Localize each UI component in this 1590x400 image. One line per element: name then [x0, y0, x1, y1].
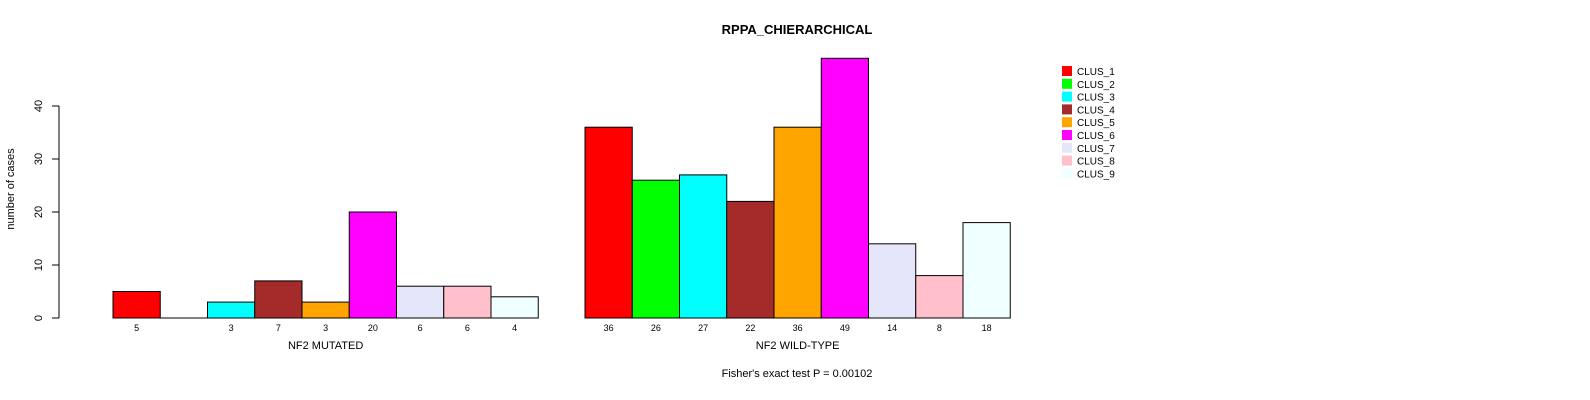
footnote: Fisher's exact test P = 0.00102	[722, 368, 873, 380]
bar-2-clus-5	[773, 126, 822, 319]
bar-1-clus-6	[348, 211, 397, 319]
legend-swatch-clus-8	[1062, 155, 1072, 166]
legend-label: CLUS_9	[1077, 169, 1115, 180]
bar-2-clus-6	[820, 57, 869, 319]
group-label: NF2 MUTATED	[288, 340, 363, 352]
count-label: 18	[982, 323, 992, 333]
group-labels: NF2 MUTATED NF2 WILD-TYPE	[288, 340, 840, 352]
bars	[112, 57, 1011, 319]
legend-swatch-clus-2	[1062, 78, 1072, 89]
legend-swatch-clus-3	[1062, 91, 1072, 102]
count-labels: 5 3 7 3 20 6 6 4 36 26 27 22 36 49 14 8 18	[134, 323, 992, 333]
legend-label: CLUS_6	[1077, 131, 1115, 142]
count-label: 3	[229, 323, 234, 333]
legend-label: CLUS_5	[1077, 118, 1115, 129]
y-tick-label: 20	[33, 206, 45, 218]
bar-1-clus-7	[396, 285, 445, 319]
y-axis-label: number of cases	[5, 148, 17, 230]
legend-swatch-clus-4	[1062, 104, 1072, 115]
legend-swatch-clus-6	[1062, 130, 1072, 140]
bar-1-clus-5	[301, 301, 350, 319]
bar-1-clus-4	[254, 280, 303, 319]
bar-1-clus-1	[112, 291, 161, 319]
group-label: NF2 WILD-TYPE	[756, 340, 840, 352]
legend-label: CLUS_2	[1077, 80, 1115, 91]
legend-label: CLUS_3	[1077, 93, 1115, 104]
bar-1-clus-9	[490, 296, 539, 319]
bar-2-clus-9	[962, 222, 1011, 319]
chart-title: RPPA_CHIERARCHICAL	[722, 22, 873, 37]
count-label: 5	[134, 323, 139, 333]
y-tick-label: 30	[33, 153, 45, 165]
count-label: 4	[512, 323, 517, 333]
count-label: 6	[465, 323, 470, 333]
legend-swatch-clus-7	[1062, 142, 1072, 153]
count-label: 6	[418, 323, 423, 333]
bar-2-clus-3	[679, 174, 728, 319]
count-label: 49	[840, 323, 850, 333]
count-label: 36	[793, 323, 803, 333]
bar-1-clus-8	[443, 285, 492, 319]
y-axis: 0 10 20 30 40	[33, 100, 60, 321]
y-tick-label: 40	[33, 100, 45, 112]
count-label: 36	[604, 323, 614, 333]
count-label: 14	[887, 323, 897, 333]
legend-swatch-clus-9	[1062, 168, 1072, 179]
legend-swatch-clus-5	[1062, 117, 1072, 128]
count-label: 8	[937, 323, 942, 333]
count-label: 20	[368, 323, 378, 333]
bar-2-clus-4	[726, 200, 775, 319]
count-label: 26	[651, 323, 661, 333]
bar-2-clus-7	[868, 243, 917, 319]
y-tick-label: 0	[33, 315, 45, 321]
count-label: 27	[698, 323, 708, 333]
bar-1-clus-3	[207, 301, 256, 319]
bar-2-clus-2	[631, 179, 680, 319]
y-tick-label: 10	[33, 259, 45, 271]
legend-label: CLUS_1	[1077, 67, 1115, 78]
legend-label: CLUS_4	[1077, 105, 1115, 116]
count-label: 22	[745, 323, 755, 333]
bar-2-clus-8	[915, 275, 964, 319]
count-label: 3	[323, 323, 328, 333]
legend-label: CLUS_7	[1077, 144, 1115, 155]
bar-2-clus-1	[584, 126, 633, 319]
legend-label: CLUS_8	[1077, 157, 1115, 168]
count-label: 7	[276, 323, 281, 333]
legend-swatch-clus-1	[1062, 66, 1072, 76]
